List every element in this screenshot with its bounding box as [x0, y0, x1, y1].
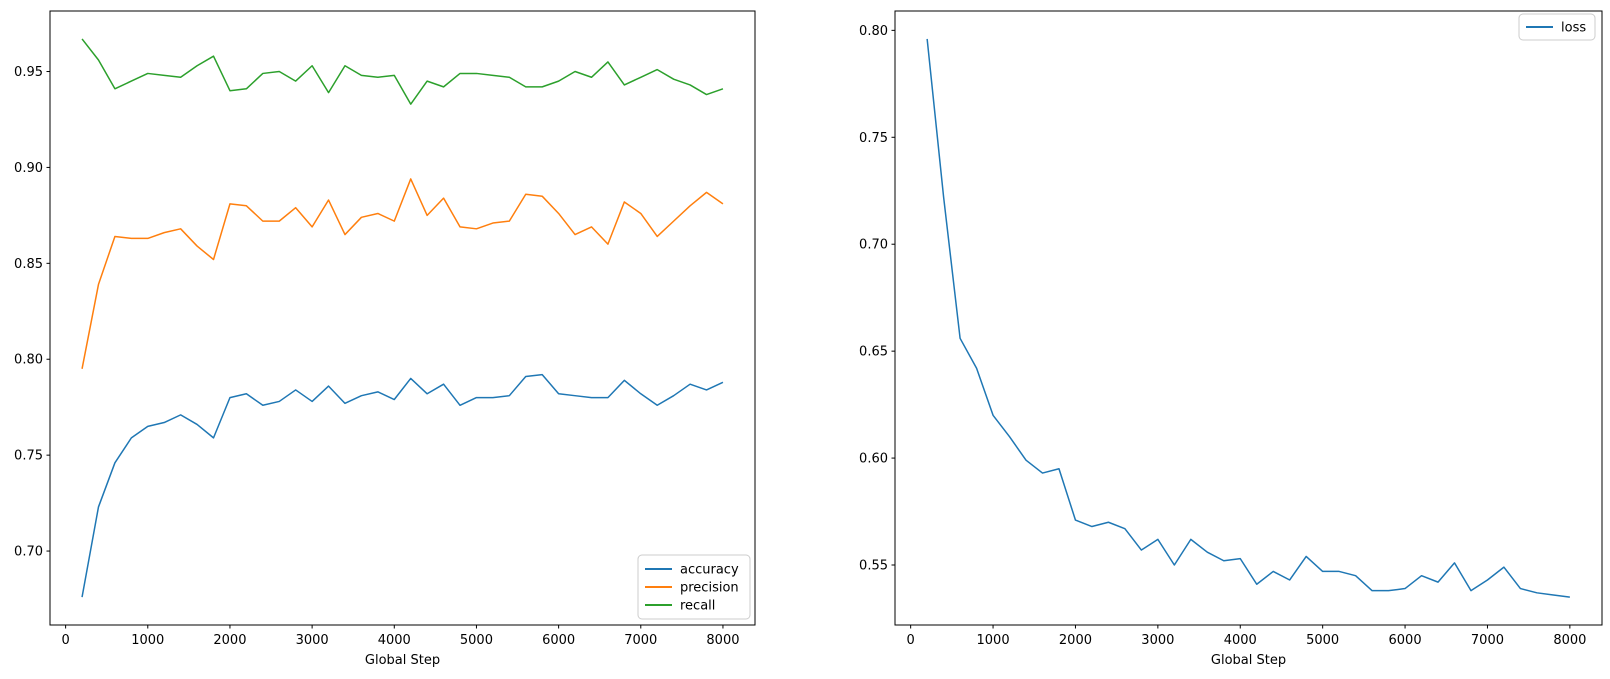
legend: loss — [1518, 13, 1596, 41]
axes-border — [49, 10, 756, 626]
precision-line — [81, 178, 724, 369]
metrics-chart-svg: 0 1000 2000 3000 4000 5000 6000 7000 8000 0.70 0.7… — [14, 10, 756, 668]
y-tick-label: 0.85 — [14, 257, 43, 272]
legend-label-precision: precision — [680, 581, 739, 596]
legend-box — [1518, 13, 1596, 41]
y-tick-label: 0.90 — [14, 161, 43, 176]
y-tick-label: 0.75 — [14, 449, 43, 464]
legend: accuracy precision recall — [637, 554, 751, 620]
y-tick-label: 0.65 — [859, 345, 888, 360]
y-tick-label: 0.60 — [859, 452, 888, 467]
y-tick-label: 0.95 — [14, 65, 43, 80]
x-tick-label: 3000 — [1141, 633, 1174, 648]
legend-label-loss: loss — [1561, 21, 1586, 36]
x-tick-label: 6000 — [1389, 633, 1422, 648]
x-tick-label: 5000 — [1306, 633, 1339, 648]
x-tick-label: 0 — [907, 633, 915, 648]
legend-box — [637, 554, 751, 620]
x-tick-label: 1000 — [131, 633, 164, 648]
x-tick-label: 7000 — [624, 633, 657, 648]
x-tick-label: 1000 — [977, 633, 1010, 648]
x-tick-label: 6000 — [542, 633, 575, 648]
x-tick-label: 4000 — [1224, 633, 1257, 648]
y-tick-label: 0.55 — [859, 559, 888, 574]
x-axis-label: Global Step — [1211, 653, 1286, 668]
legend-label-recall: recall — [680, 599, 715, 614]
x-tick-label: 5000 — [460, 633, 493, 648]
axes-border — [894, 10, 1603, 626]
x-tick-label: 2000 — [213, 633, 246, 648]
x-tick-label: 8000 — [1553, 633, 1586, 648]
x-tick-label: 7000 — [1471, 633, 1504, 648]
x-tick-label: 3000 — [296, 633, 329, 648]
x-tick-label: 2000 — [1059, 633, 1092, 648]
accuracy-line — [81, 373, 724, 598]
y-tick-label: 0.75 — [859, 131, 888, 146]
y-tick-label: 0.80 — [14, 353, 43, 368]
x-axis-label: Global Step — [365, 653, 440, 668]
recall-line — [81, 38, 724, 105]
loss-chart-svg: 0 1000 2000 3000 4000 5000 6000 7000 8000 0.55 0.6… — [859, 10, 1603, 668]
loss-line — [926, 38, 1570, 598]
y-tick-label: 0.70 — [859, 238, 888, 253]
x-tick-label: 4000 — [378, 633, 411, 648]
y-tick-label: 0.80 — [859, 24, 888, 39]
x-tick-label: 0 — [61, 633, 69, 648]
x-tick-label: 8000 — [706, 633, 739, 648]
y-tick-label: 0.70 — [14, 545, 43, 560]
legend-label-accuracy: accuracy — [680, 563, 739, 578]
